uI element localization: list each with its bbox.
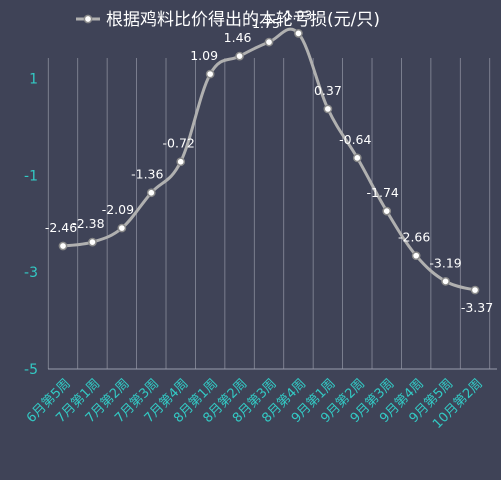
data-label: -1.74 [367, 185, 399, 200]
data-point [117, 223, 127, 233]
data-point [294, 29, 303, 38]
data-point [411, 251, 421, 261]
legend-series-name: 根据鸡料比价得出的本轮亏损(元/只) [106, 10, 380, 30]
data-label: 1.75 [252, 16, 280, 31]
data-point [352, 153, 362, 163]
data-point [235, 51, 244, 61]
y-tick-label: -3 [24, 265, 38, 281]
data-point [323, 104, 333, 114]
data-label: -2.38 [72, 216, 104, 231]
data-point [470, 285, 480, 295]
data-point [264, 37, 274, 47]
data-labels: -2.46-2.38-2.09 -1.36 -0.72 1.09 1.461.75 1.9… [45, 7, 493, 315]
legend-marker-sample [83, 14, 93, 24]
data-label: -0.64 [339, 132, 371, 147]
data-label: -0.72 [163, 136, 195, 151]
y-tick-label: -1 [24, 168, 38, 184]
y-axis-ticks: 1 -1 -3 -5 [24, 71, 38, 378]
y-tick-label: 1 [29, 71, 38, 87]
data-point [382, 206, 392, 216]
data-point [58, 241, 68, 251]
data-label: -2.66 [398, 230, 430, 245]
data-label: 1.46 [224, 30, 252, 45]
data-label: -2.09 [102, 202, 134, 217]
data-label: 0.37 [314, 83, 342, 98]
data-label: -3.37 [461, 300, 493, 315]
data-label: 1.09 [190, 48, 218, 63]
data-point [441, 276, 450, 286]
data-label: 1.93 [285, 7, 313, 22]
data-point [205, 69, 215, 79]
y-tick-label: -5 [24, 362, 38, 378]
data-point [88, 237, 97, 247]
data-point [176, 157, 186, 167]
legend: 根据鸡料比价得出的本轮亏损(元/只) [76, 10, 380, 30]
data-label: -1.36 [131, 167, 163, 182]
data-point [146, 188, 156, 198]
vertical-gridlines [47, 58, 491, 369]
data-label: -3.19 [429, 255, 461, 270]
series-markers [58, 29, 480, 295]
data-label: -2.46 [45, 220, 77, 235]
